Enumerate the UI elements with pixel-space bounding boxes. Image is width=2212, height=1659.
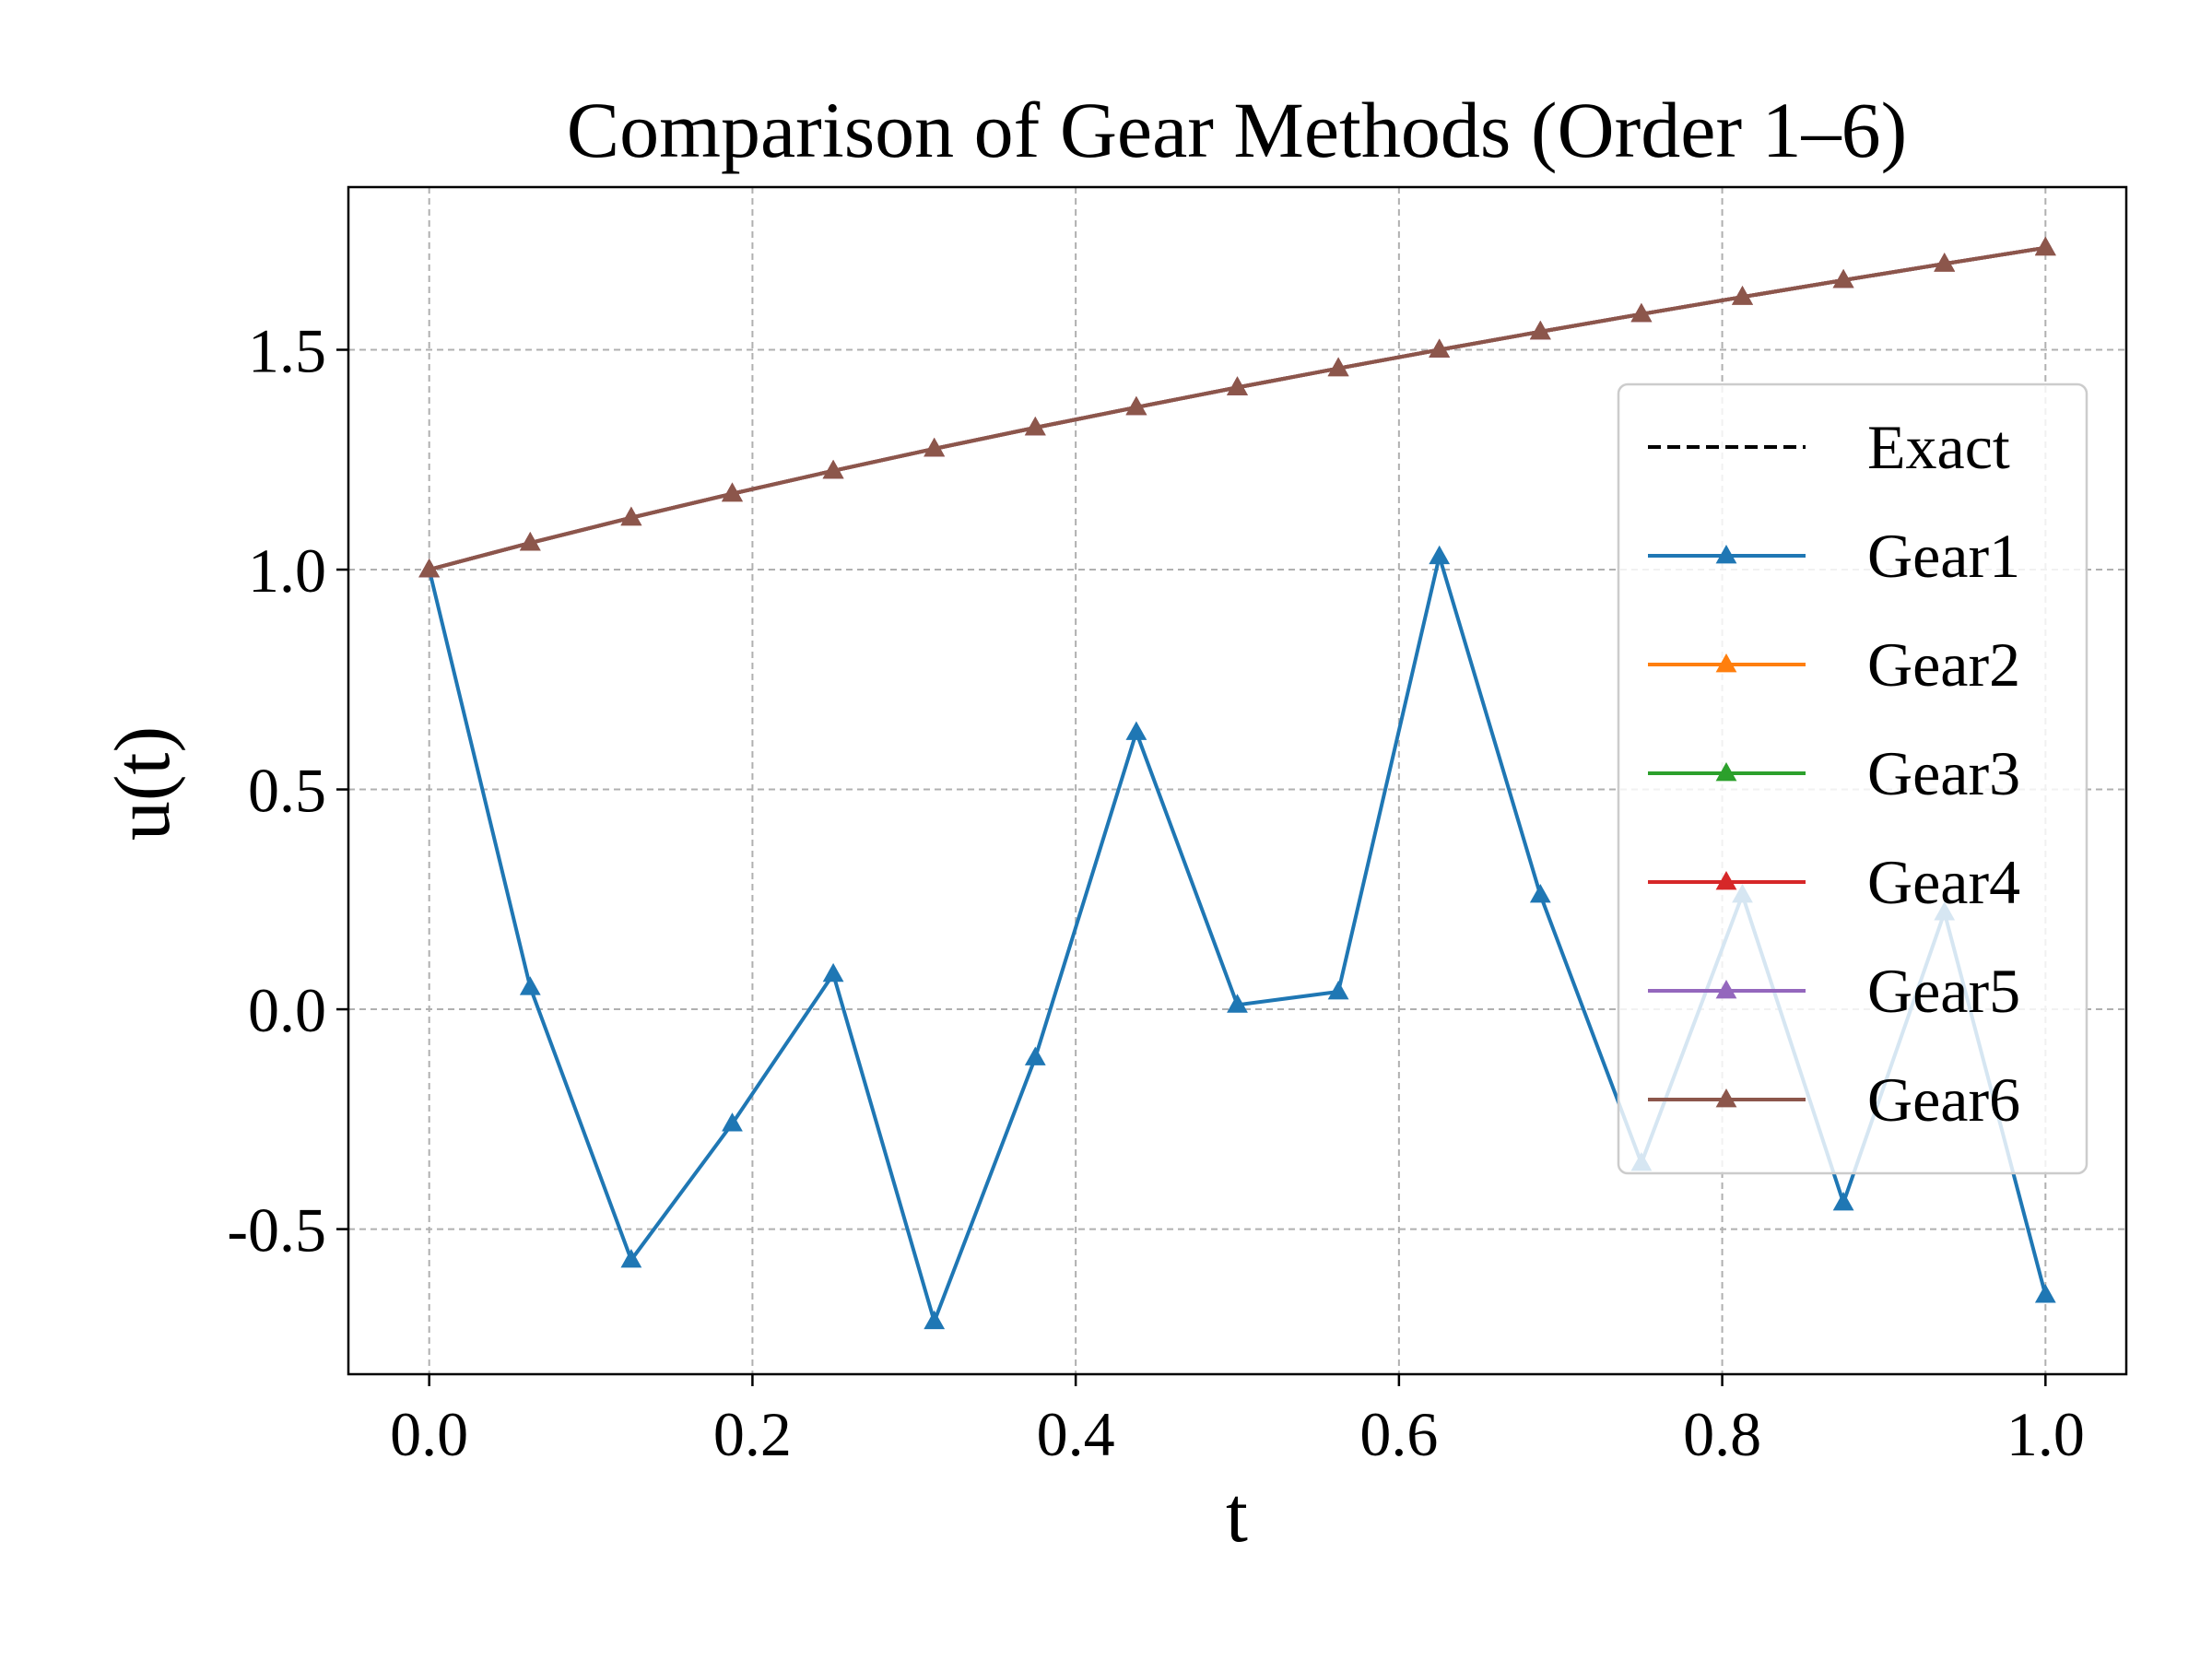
legend-marker	[1715, 980, 1737, 999]
gear1-point	[822, 962, 844, 982]
legend-marker	[1715, 1088, 1737, 1108]
legend-label: Gear3	[1867, 738, 2020, 808]
gear1-point	[1024, 1046, 1046, 1065]
y-tick-label: 0.5	[248, 756, 326, 826]
plot-series	[418, 236, 2056, 1330]
legend-label: Gear6	[1867, 1065, 2020, 1135]
legend-item-exact: Exact	[1648, 412, 2010, 482]
legend-box	[1617, 382, 2088, 1175]
gear1-point	[620, 1248, 642, 1268]
legend-label: Exact	[1867, 412, 2010, 482]
legend-item-gear6: Gear6	[1648, 1065, 2020, 1135]
gear6-point	[924, 437, 946, 457]
gear1-point	[1327, 980, 1349, 1000]
gear1-point	[924, 1310, 946, 1330]
series-gear6	[418, 236, 2056, 578]
gear6-point	[1934, 253, 1956, 272]
gear6-point	[722, 482, 743, 502]
gear6-point	[1630, 302, 1653, 323]
gear1-point	[1227, 994, 1248, 1013]
legend-label: Gear1	[1867, 521, 2020, 591]
y-tick-label: -0.5	[227, 1195, 326, 1265]
legend: Exact Gear1 Gear2 Gear3 Gear4 Gear5 Gear6	[1617, 382, 2088, 1175]
gear6-point	[1227, 376, 1248, 395]
gear1-point	[2034, 1284, 2056, 1303]
gear6-point	[1125, 395, 1147, 416]
x-axis-label: t	[1226, 1470, 1248, 1559]
chart-title: Comparison of Gear Methods (Order 1–6)	[567, 86, 1907, 174]
x-tick-label: 0.0	[390, 1399, 468, 1469]
gear6-point	[418, 559, 441, 578]
gear6-point	[1529, 320, 1551, 340]
legend-item-gear2: Gear2	[1648, 629, 2020, 700]
x-tick-label: 0.4	[1037, 1399, 1115, 1469]
legend-marker	[1715, 545, 1737, 564]
gear1-point	[1832, 1191, 1854, 1211]
y-tick-label: 1.5	[248, 316, 326, 386]
gear6-point	[1832, 268, 1854, 288]
gear1-point	[1125, 721, 1147, 740]
legend-item-gear1: Gear1	[1648, 521, 2020, 591]
gear6-point	[1429, 338, 1451, 358]
legend-marker	[1715, 653, 1737, 673]
y-tick-label: 0.0	[248, 975, 326, 1045]
x-tick-label: 0.2	[713, 1399, 792, 1469]
legend-item-gear4: Gear4	[1648, 847, 2020, 917]
x-tick-label: 0.8	[1683, 1399, 1761, 1469]
y-tick-label: 1.0	[248, 535, 326, 606]
y-axis-label: u(t)	[98, 726, 186, 841]
gear6-point	[1327, 357, 1349, 377]
legend-marker	[1715, 871, 1737, 890]
x-tick-label: 0.6	[1359, 1399, 1438, 1469]
legend-item-gear3: Gear3	[1648, 738, 2020, 808]
legend-label: Gear5	[1867, 956, 2020, 1026]
legend-label: Gear2	[1867, 629, 2020, 700]
gear1-point	[519, 976, 541, 995]
gear6-point	[519, 532, 541, 551]
legend-item-gear5: Gear5	[1648, 956, 2020, 1026]
gear6-point	[822, 459, 844, 479]
legend-label: Gear4	[1867, 847, 2020, 917]
gear6-point	[1024, 416, 1046, 436]
gear6-point	[1732, 286, 1753, 305]
legend-marker	[1715, 762, 1737, 782]
plot-frame	[347, 185, 2128, 1376]
axis-ticks: 0.0 0.2 0.4 0.6 0.8 1.0 -0.5 0.0 0.5 1.0 1.5	[227, 316, 2084, 1469]
gear6-point	[2034, 236, 2056, 256]
gear1-point	[722, 1112, 743, 1132]
x-tick-label: 1.0	[2006, 1399, 2085, 1469]
gear6-point	[620, 506, 642, 526]
gear1-point	[1429, 545, 1451, 565]
gear1-point	[1529, 884, 1551, 903]
